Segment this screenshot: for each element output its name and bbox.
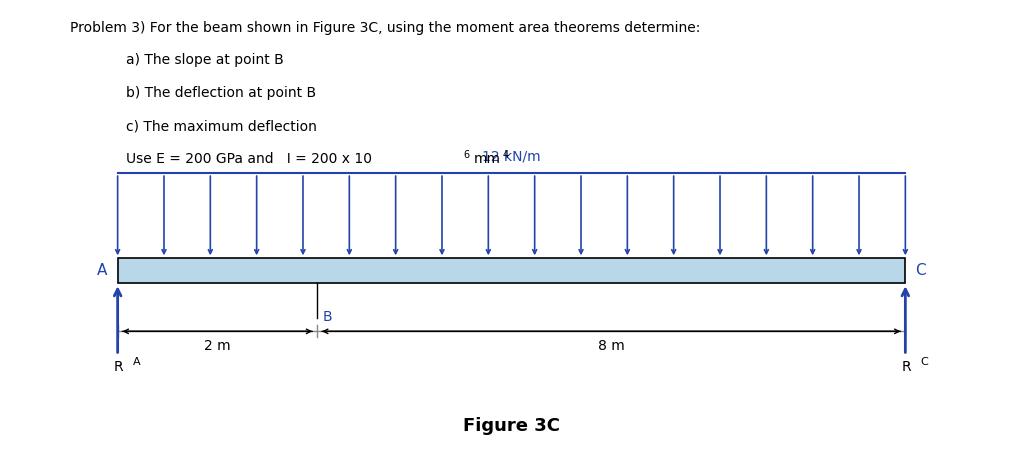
- Text: mm: mm: [474, 152, 500, 166]
- Bar: [118, 258, 905, 283]
- Text: C: C: [916, 263, 926, 278]
- Text: Problem 3) For the beam shown in Figure 3C, using the moment area theorems deter: Problem 3) For the beam shown in Figure …: [70, 21, 700, 35]
- Text: 6: 6: [463, 150, 470, 160]
- Text: R: R: [901, 360, 910, 374]
- Text: A: A: [97, 263, 107, 278]
- Text: 2 m: 2 m: [204, 340, 231, 353]
- Text: 4: 4: [502, 150, 508, 160]
- Text: a) The slope at point B: a) The slope at point B: [126, 53, 283, 68]
- Text: A: A: [133, 357, 140, 367]
- Text: B: B: [322, 310, 331, 324]
- Text: Figure 3C: Figure 3C: [463, 417, 560, 435]
- Text: c) The maximum deflection: c) The maximum deflection: [126, 119, 317, 133]
- Text: R: R: [114, 360, 123, 374]
- Text: 8 m: 8 m: [597, 340, 625, 353]
- Text: Use E = 200 GPa and   I = 200 x 10: Use E = 200 GPa and I = 200 x 10: [126, 152, 371, 166]
- Text: b) The deflection at point B: b) The deflection at point B: [126, 86, 316, 101]
- Text: C: C: [921, 357, 928, 367]
- Text: 12 kN/m: 12 kN/m: [482, 149, 541, 163]
